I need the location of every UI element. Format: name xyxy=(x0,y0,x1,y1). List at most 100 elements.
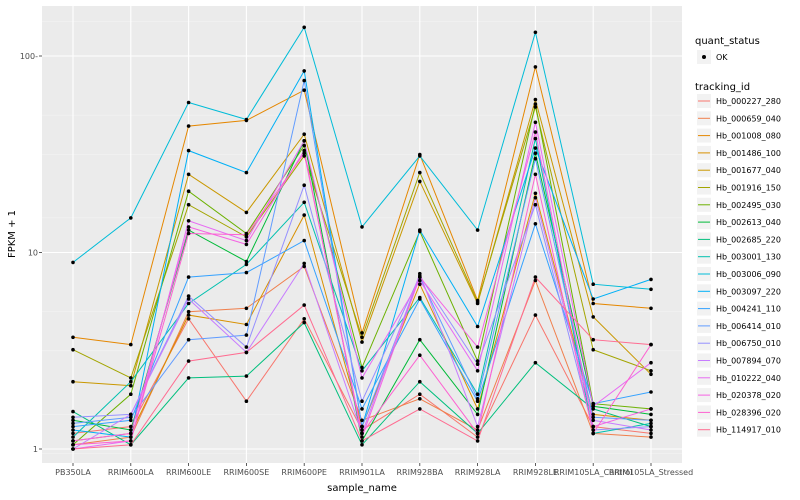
data-point xyxy=(591,412,595,417)
data-point xyxy=(186,275,191,279)
data-point xyxy=(129,418,133,423)
data-point xyxy=(302,264,307,269)
data-point xyxy=(244,333,249,337)
data-point xyxy=(418,228,422,232)
data-point xyxy=(360,418,364,423)
data-point xyxy=(186,189,191,193)
data-point xyxy=(186,100,191,105)
data-point xyxy=(533,136,538,141)
data-point xyxy=(649,431,653,436)
data-point xyxy=(360,340,364,344)
data-point xyxy=(475,397,480,401)
data-point xyxy=(71,335,75,340)
data-point xyxy=(360,369,364,373)
data-point xyxy=(533,151,538,155)
data-point xyxy=(418,353,422,358)
data-point xyxy=(129,379,133,384)
data-point xyxy=(244,259,249,264)
data-point xyxy=(475,300,480,304)
data-point xyxy=(186,376,191,380)
data-point xyxy=(360,431,364,436)
legend-point-icon xyxy=(702,55,706,59)
data-point xyxy=(591,404,595,409)
data-point xyxy=(129,376,133,380)
data-point xyxy=(475,424,480,429)
legend-series-label: Hb_003097_220 xyxy=(716,287,781,296)
data-point xyxy=(186,219,191,223)
legend-series-label: Hb_010222_040 xyxy=(716,374,781,383)
data-point xyxy=(475,345,480,349)
data-point xyxy=(360,225,364,229)
data-point xyxy=(129,428,133,432)
data-point xyxy=(302,132,307,136)
data-point xyxy=(533,195,538,200)
data-point xyxy=(186,337,191,342)
data-point xyxy=(129,392,133,397)
y-axis-title: FPKM + 1 xyxy=(7,210,18,258)
data-point xyxy=(71,447,75,451)
data-point xyxy=(244,233,249,237)
y-tick-label: 10 xyxy=(28,249,38,258)
data-point xyxy=(418,179,422,184)
data-point xyxy=(418,275,422,279)
legend-series-label: Hb_001486_100 xyxy=(716,149,781,158)
data-point xyxy=(302,78,307,83)
legend-shape-entries: OK xyxy=(697,50,728,64)
data-point xyxy=(649,277,653,282)
x-tick-label: RRIM600SE xyxy=(224,468,270,477)
data-point xyxy=(302,200,307,205)
data-point xyxy=(71,424,75,429)
data-point xyxy=(649,360,653,365)
legend-series-label: Hb_001677_040 xyxy=(716,166,781,175)
data-point xyxy=(71,347,75,352)
data-point xyxy=(360,331,364,335)
data-point xyxy=(533,275,538,279)
legend-shape-title: quant_status xyxy=(695,36,760,47)
legend-series-label: Hb_004241_110 xyxy=(716,305,781,314)
data-point xyxy=(360,443,364,447)
x-tick-label: RRIM105LA_Control xyxy=(554,468,633,477)
data-point xyxy=(302,148,307,153)
data-point xyxy=(302,261,307,266)
data-point xyxy=(533,130,538,134)
data-point xyxy=(533,97,538,102)
data-point xyxy=(360,399,364,404)
data-point xyxy=(71,431,75,436)
data-point xyxy=(533,313,538,317)
data-point xyxy=(591,301,595,306)
data-point xyxy=(475,435,480,439)
data-point xyxy=(649,407,653,411)
legend: quant_status OK tracking_id Hb_000227_28… xyxy=(695,36,781,437)
data-point xyxy=(533,105,538,109)
legend-series-label: Hb_002613_040 xyxy=(716,218,781,227)
data-point xyxy=(71,260,75,265)
x-tick-label: RRIM105LA_Stressed xyxy=(609,468,693,477)
data-point xyxy=(302,238,307,243)
data-point xyxy=(186,301,191,306)
data-point xyxy=(186,225,191,229)
data-point xyxy=(302,183,307,187)
data-point xyxy=(591,297,595,301)
legend-series-label: Hb_003006_090 xyxy=(716,270,781,279)
data-point xyxy=(649,390,653,394)
data-point xyxy=(360,407,364,411)
data-point xyxy=(302,317,307,321)
data-point xyxy=(302,151,307,155)
data-point xyxy=(533,120,538,125)
data-point xyxy=(360,424,364,429)
data-point xyxy=(533,222,538,226)
data-point xyxy=(71,421,75,426)
y-tick-label: 100- xyxy=(20,52,38,61)
data-point xyxy=(186,359,191,363)
legend-series-label: Hb_000227_280 xyxy=(716,97,781,106)
legend-series-label: Hb_006414_010 xyxy=(716,322,781,331)
data-point xyxy=(649,412,653,417)
data-point xyxy=(244,117,249,122)
data-point xyxy=(649,372,653,377)
data-point xyxy=(418,282,422,287)
data-point xyxy=(475,228,480,232)
data-point xyxy=(475,439,480,443)
data-point xyxy=(71,379,75,384)
data-point xyxy=(186,317,191,321)
data-point xyxy=(186,148,191,153)
